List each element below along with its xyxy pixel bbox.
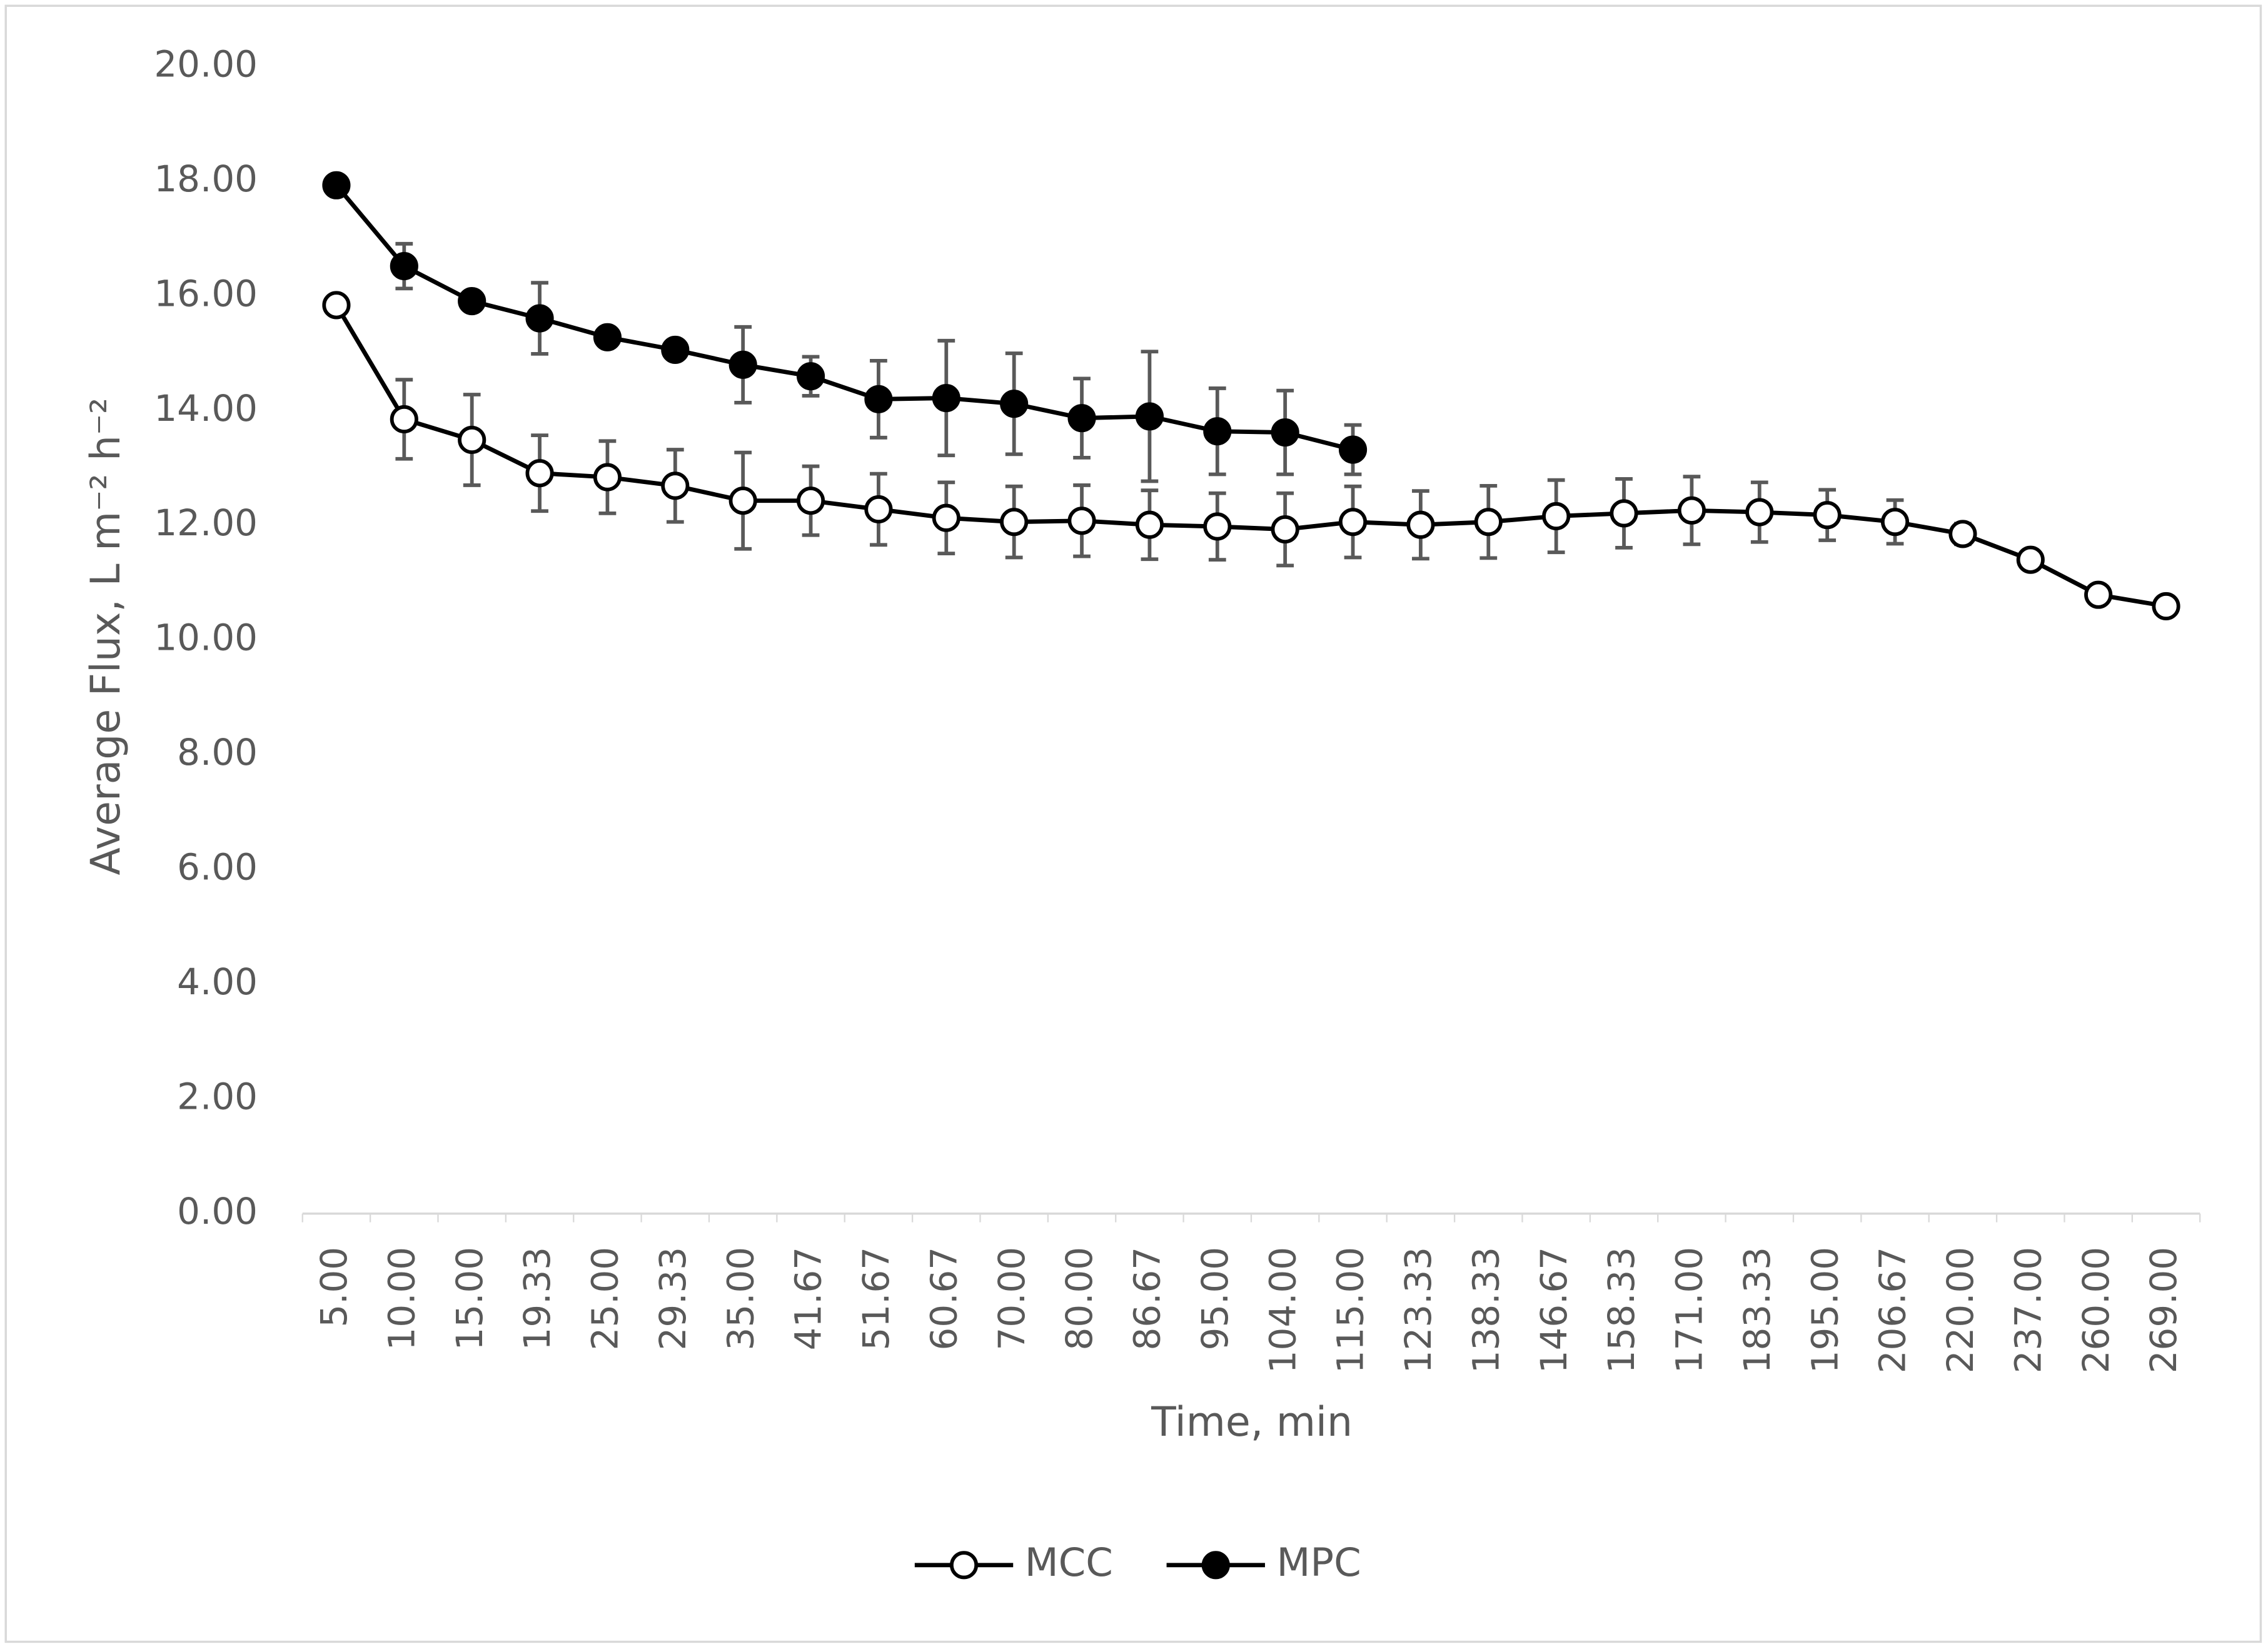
data-point xyxy=(1000,390,1029,418)
data-point xyxy=(1745,498,1774,527)
data-point xyxy=(2152,592,2180,621)
data-point xyxy=(1880,508,1910,537)
x-tick-label: 171.00 xyxy=(1668,1247,1711,1373)
x-tick-label: 220.00 xyxy=(1939,1247,1982,1373)
data-point xyxy=(796,487,825,515)
x-tick-label: 104.00 xyxy=(1261,1247,1304,1373)
legend-marker xyxy=(949,1551,979,1580)
data-point xyxy=(1338,508,1368,537)
x-tick-label: 80.00 xyxy=(1058,1247,1101,1351)
legend-label: MCC xyxy=(1025,1540,1113,1585)
data-point xyxy=(1474,508,1503,537)
y-tick-label: 8.00 xyxy=(177,731,258,774)
y-tick-label: 10.00 xyxy=(154,617,258,659)
legend-label: MPC xyxy=(1276,1540,1361,1585)
chart-border xyxy=(4,4,2262,1643)
data-point xyxy=(661,335,690,365)
data-point xyxy=(1000,508,1029,537)
y-tick-label: 14.00 xyxy=(154,387,258,430)
x-tick-label: 29.33 xyxy=(652,1247,694,1351)
data-point xyxy=(1135,510,1164,539)
series-line xyxy=(335,184,1354,452)
x-tick-label: 15.00 xyxy=(448,1247,491,1351)
legend-marker xyxy=(1201,1551,1230,1580)
data-point xyxy=(932,503,960,532)
x-tick-label: 19.33 xyxy=(516,1247,558,1351)
x-tick-label: 237.00 xyxy=(2007,1247,2049,1373)
x-tick-label: 146.67 xyxy=(1533,1247,1575,1373)
x-tick-label: 115.00 xyxy=(1329,1247,1372,1373)
y-tick-label: 12.00 xyxy=(154,502,258,544)
x-tick-label: 195.00 xyxy=(1803,1247,1846,1373)
data-point xyxy=(2084,580,2113,609)
data-point xyxy=(1271,418,1299,447)
y-tick-label: 18.00 xyxy=(154,158,258,200)
data-point xyxy=(322,171,351,199)
x-tick-label: 183.33 xyxy=(1736,1247,1778,1373)
data-point xyxy=(1271,515,1299,544)
data-point xyxy=(1813,501,1842,530)
data-point xyxy=(728,350,757,379)
data-point xyxy=(661,472,690,500)
x-tick-label: 158.33 xyxy=(1600,1247,1643,1373)
x-tick-label: 41.67 xyxy=(787,1247,830,1351)
data-point xyxy=(1067,404,1096,433)
data-point xyxy=(390,405,418,434)
series-line xyxy=(334,304,2167,608)
y-tick-label: 16.00 xyxy=(154,272,258,315)
y-tick-label: 4.00 xyxy=(177,961,258,1003)
data-point xyxy=(932,383,960,413)
data-point xyxy=(1406,510,1435,539)
data-point xyxy=(593,323,622,351)
data-point xyxy=(1542,502,1571,531)
y-axis-title: Average Flux, L m⁻² h⁻² xyxy=(83,398,129,875)
x-tick-label: 86.67 xyxy=(1126,1247,1169,1351)
y-tick-label: 0.00 xyxy=(177,1190,258,1233)
data-point xyxy=(593,463,622,492)
data-point xyxy=(1203,512,1232,541)
data-point xyxy=(525,459,554,488)
data-point xyxy=(1677,496,1706,525)
x-tick-label: 70.00 xyxy=(990,1247,1033,1351)
x-tick-label: 123.33 xyxy=(1397,1247,1439,1373)
data-point xyxy=(2016,545,2045,574)
x-tick-label: 35.00 xyxy=(719,1247,762,1351)
data-point xyxy=(1135,402,1164,431)
x-axis-title: Time, min xyxy=(1151,1399,1353,1446)
y-tick-label: 6.00 xyxy=(177,846,258,889)
x-tick-label: 10.00 xyxy=(380,1247,423,1351)
x-tick-label: 206.67 xyxy=(1872,1247,1914,1373)
data-point xyxy=(1610,499,1638,528)
data-point xyxy=(1067,507,1096,535)
data-point xyxy=(322,291,351,320)
data-point xyxy=(728,487,757,515)
data-point xyxy=(390,252,418,281)
data-point xyxy=(864,495,893,524)
x-tick-label: 138.33 xyxy=(1464,1247,1507,1373)
x-tick-label: 269.00 xyxy=(2142,1247,2185,1373)
x-tick-label: 95.00 xyxy=(1194,1247,1236,1351)
data-point xyxy=(1203,417,1232,446)
data-point xyxy=(1948,520,1977,548)
x-tick-label: 60.67 xyxy=(922,1247,965,1351)
x-tick-label: 260.00 xyxy=(2075,1247,2117,1373)
x-tick-label: 25.00 xyxy=(584,1247,627,1351)
x-tick-label: 51.67 xyxy=(855,1247,897,1351)
data-point xyxy=(458,286,486,316)
data-point xyxy=(525,304,554,333)
data-point xyxy=(1338,435,1368,464)
x-tick-label: 5.00 xyxy=(313,1247,355,1328)
data-point xyxy=(458,425,486,455)
data-point xyxy=(796,362,825,391)
y-tick-label: 2.00 xyxy=(177,1075,258,1117)
data-point xyxy=(864,385,893,413)
y-tick-label: 20.00 xyxy=(154,43,258,86)
